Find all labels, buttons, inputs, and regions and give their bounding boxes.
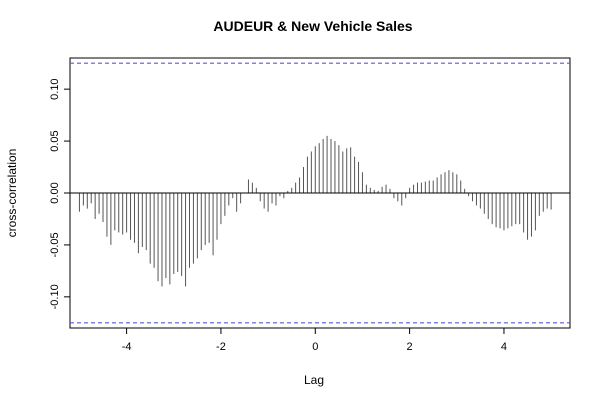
y-tick-label: 0.10 <box>49 78 61 99</box>
y-axis: -0.10 -0.05 0.00 0.05 0.10 <box>49 78 71 309</box>
bars-layer <box>78 135 552 287</box>
x-tick-label: 4 <box>501 341 507 353</box>
x-tick-label: -2 <box>216 341 226 353</box>
x-axis: -4 -2 0 2 4 <box>122 327 507 353</box>
x-axis-label: Lag <box>304 373 324 387</box>
x-tick-label: 0 <box>312 341 318 353</box>
y-tick-label: 0.00 <box>49 182 61 203</box>
y-axis-label: cross-correlation <box>5 149 19 238</box>
y-tick-label: -0.05 <box>49 232 61 257</box>
y-tick-label: 0.05 <box>49 130 61 151</box>
x-tick-label: -4 <box>122 341 132 353</box>
chart-title: AUDEUR & New Vehicle Sales <box>213 18 412 34</box>
y-tick-label: -0.10 <box>49 284 61 309</box>
x-tick-label: 2 <box>407 341 413 353</box>
